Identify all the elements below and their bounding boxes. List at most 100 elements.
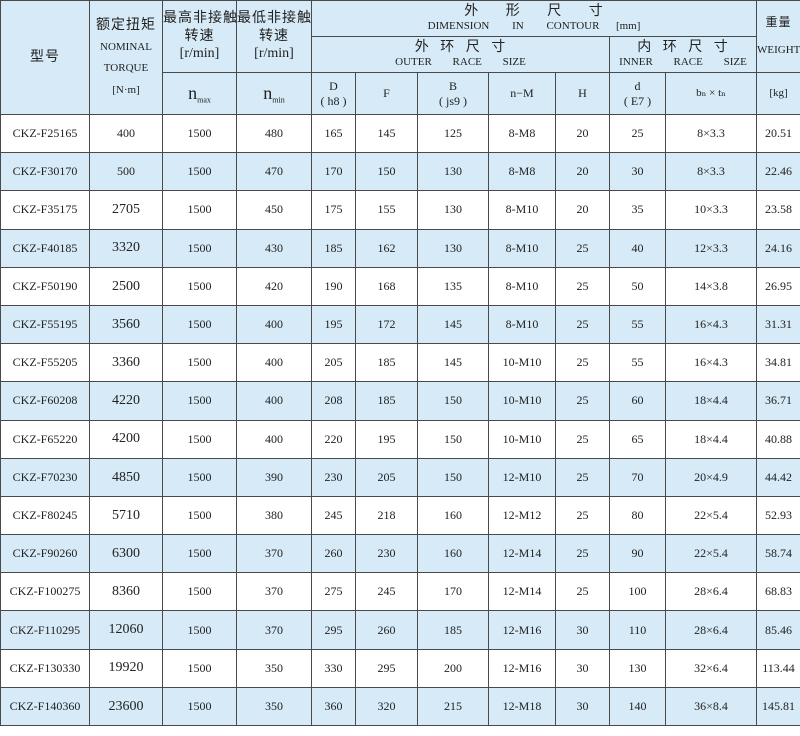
cell-F: 218	[355, 495, 418, 536]
cell-nmax: 1500	[162, 648, 237, 688]
cell-D: 275	[311, 572, 356, 612]
cell-torque: 4220	[89, 381, 163, 421]
cell-nM: 8-M8	[488, 152, 556, 192]
col-bt: bₙ × tₙ	[664, 72, 758, 115]
cell-B: 150	[417, 457, 489, 497]
cell-H: 25	[555, 343, 610, 383]
cell-bt: 28×6.4	[664, 610, 758, 650]
cell-H: 25	[555, 266, 610, 306]
cell-d: 30	[609, 152, 666, 192]
cell-d: 60	[609, 381, 666, 421]
col-d-label: d	[634, 78, 641, 93]
cell-d: 140	[609, 686, 666, 727]
cell-nmin: 370	[236, 534, 312, 574]
header-dimension: 外 形 尺 寸 DIMENSION IN CONTOUR [mm]	[310, 0, 758, 37]
cell-weight: 34.81	[756, 343, 800, 383]
cell-nM: 10-M10	[488, 343, 556, 383]
cell-B: 200	[417, 648, 489, 688]
cell-D: 170	[311, 152, 356, 192]
cell-nmin: 400	[236, 304, 312, 345]
cell-torque: 2500	[89, 266, 163, 306]
cell-model: CKZ-F90260	[0, 534, 90, 574]
cell-nmin: 400	[236, 419, 312, 459]
cell-B: 125	[417, 113, 489, 154]
cell-nM: 12-M12	[488, 495, 556, 536]
table-row: CKZ-F80245 5710 1500 380 245 218 160 12-M12 25 80…	[0, 495, 800, 536]
inner-en: INNER RACE SIZE	[619, 56, 747, 69]
cell-torque: 500	[89, 152, 163, 192]
cell-d: 55	[609, 343, 666, 383]
cell-nM: 12-M16	[488, 648, 556, 688]
cell-bt: 32×6.4	[664, 648, 758, 688]
cell-H: 25	[555, 228, 610, 268]
cell-B: 215	[417, 686, 489, 727]
nmin-sym: n	[263, 82, 273, 103]
cell-D: 175	[311, 190, 356, 230]
torque-zh: 额定扭矩	[96, 18, 156, 34]
nmax-zh1: 最高非接触	[163, 11, 237, 27]
table-row: CKZ-F90260 6300 1500 370 260 230 160 12-M14 25 90…	[0, 534, 800, 574]
cell-model: CKZ-F70230	[0, 457, 90, 497]
weight-zh: 重量	[765, 15, 792, 30]
cell-nmax: 1500	[162, 381, 237, 421]
cell-nmin: 370	[236, 610, 312, 650]
cell-d: 35	[609, 190, 666, 230]
outer-zh: 外 环 尺 寸	[414, 39, 507, 55]
cell-model: CKZ-F130330	[0, 648, 90, 688]
nmin-zh1: 最低非接触	[237, 11, 312, 27]
nmin-sub: min	[272, 95, 285, 105]
dimension-unit: [mm]	[615, 20, 641, 33]
cell-F: 155	[355, 190, 418, 230]
table-row: CKZ-F50190 2500 1500 420 190 168 135 8-M10 25 50 1…	[0, 266, 800, 306]
cell-bt: 16×4.3	[664, 304, 758, 345]
cell-weight: 68.83	[756, 572, 800, 612]
nmin-symbol: nmin	[236, 72, 312, 115]
header-outer: 外 环 尺 寸 OUTER RACE SIZE	[311, 36, 610, 73]
cell-D: 195	[311, 304, 356, 345]
cell-nM: 8-M10	[488, 190, 556, 230]
cell-D: 185	[311, 228, 356, 268]
cell-B: 160	[417, 495, 489, 536]
nmin-unit: [r/min]	[254, 46, 294, 62]
cell-nmax: 1500	[162, 419, 237, 459]
cell-H: 30	[555, 610, 610, 650]
cell-H: 25	[555, 495, 610, 536]
cell-bt: 18×4.4	[664, 381, 758, 421]
cell-D: 230	[311, 457, 356, 497]
cell-torque: 19920	[89, 648, 163, 688]
cell-model: CKZ-F110295	[0, 610, 90, 650]
torque-en1: NOMINAL	[100, 40, 152, 53]
cell-d: 70	[609, 457, 666, 497]
cell-torque: 3320	[89, 228, 163, 268]
cell-D: 190	[311, 266, 356, 306]
cell-torque: 8360	[89, 572, 163, 612]
cell-nmax: 1500	[162, 190, 237, 230]
cell-B: 130	[417, 152, 489, 192]
cell-H: 20	[555, 152, 610, 192]
cell-model: CKZ-F55205	[0, 343, 90, 383]
cell-torque: 12060	[89, 610, 163, 650]
dimension-en: DIMENSION IN CONTOUR [mm]	[313, 20, 756, 34]
header-weight: 重量 WEIGHT	[756, 0, 800, 73]
cell-H: 30	[555, 686, 610, 727]
cell-H: 20	[555, 190, 610, 230]
cell-F: 162	[355, 228, 418, 268]
cell-F: 185	[355, 343, 418, 383]
cell-torque: 4850	[89, 457, 163, 497]
cell-F: 145	[355, 113, 418, 154]
cell-H: 25	[555, 534, 610, 574]
cell-nmin: 400	[236, 381, 312, 421]
cell-B: 150	[417, 381, 489, 421]
cell-weight: 58.74	[756, 534, 800, 574]
outer-en: OUTER RACE SIZE	[395, 56, 526, 69]
cell-B: 150	[417, 419, 489, 459]
cell-nmin: 450	[236, 190, 312, 230]
table-row: CKZ-F130330 19920 1500 350 330 295 200 12-M16 30…	[0, 648, 800, 688]
weight-en: WEIGHT	[757, 44, 800, 57]
cell-H: 25	[555, 381, 610, 421]
cell-F: 320	[355, 686, 418, 727]
col-D-tol: ( h8 )	[320, 93, 347, 108]
cell-nmin: 390	[236, 457, 312, 497]
cell-F: 185	[355, 381, 418, 421]
table-row: CKZ-F25165 400 1500 480 165 145 125 8-M8 20 25 8×3…	[0, 113, 800, 154]
